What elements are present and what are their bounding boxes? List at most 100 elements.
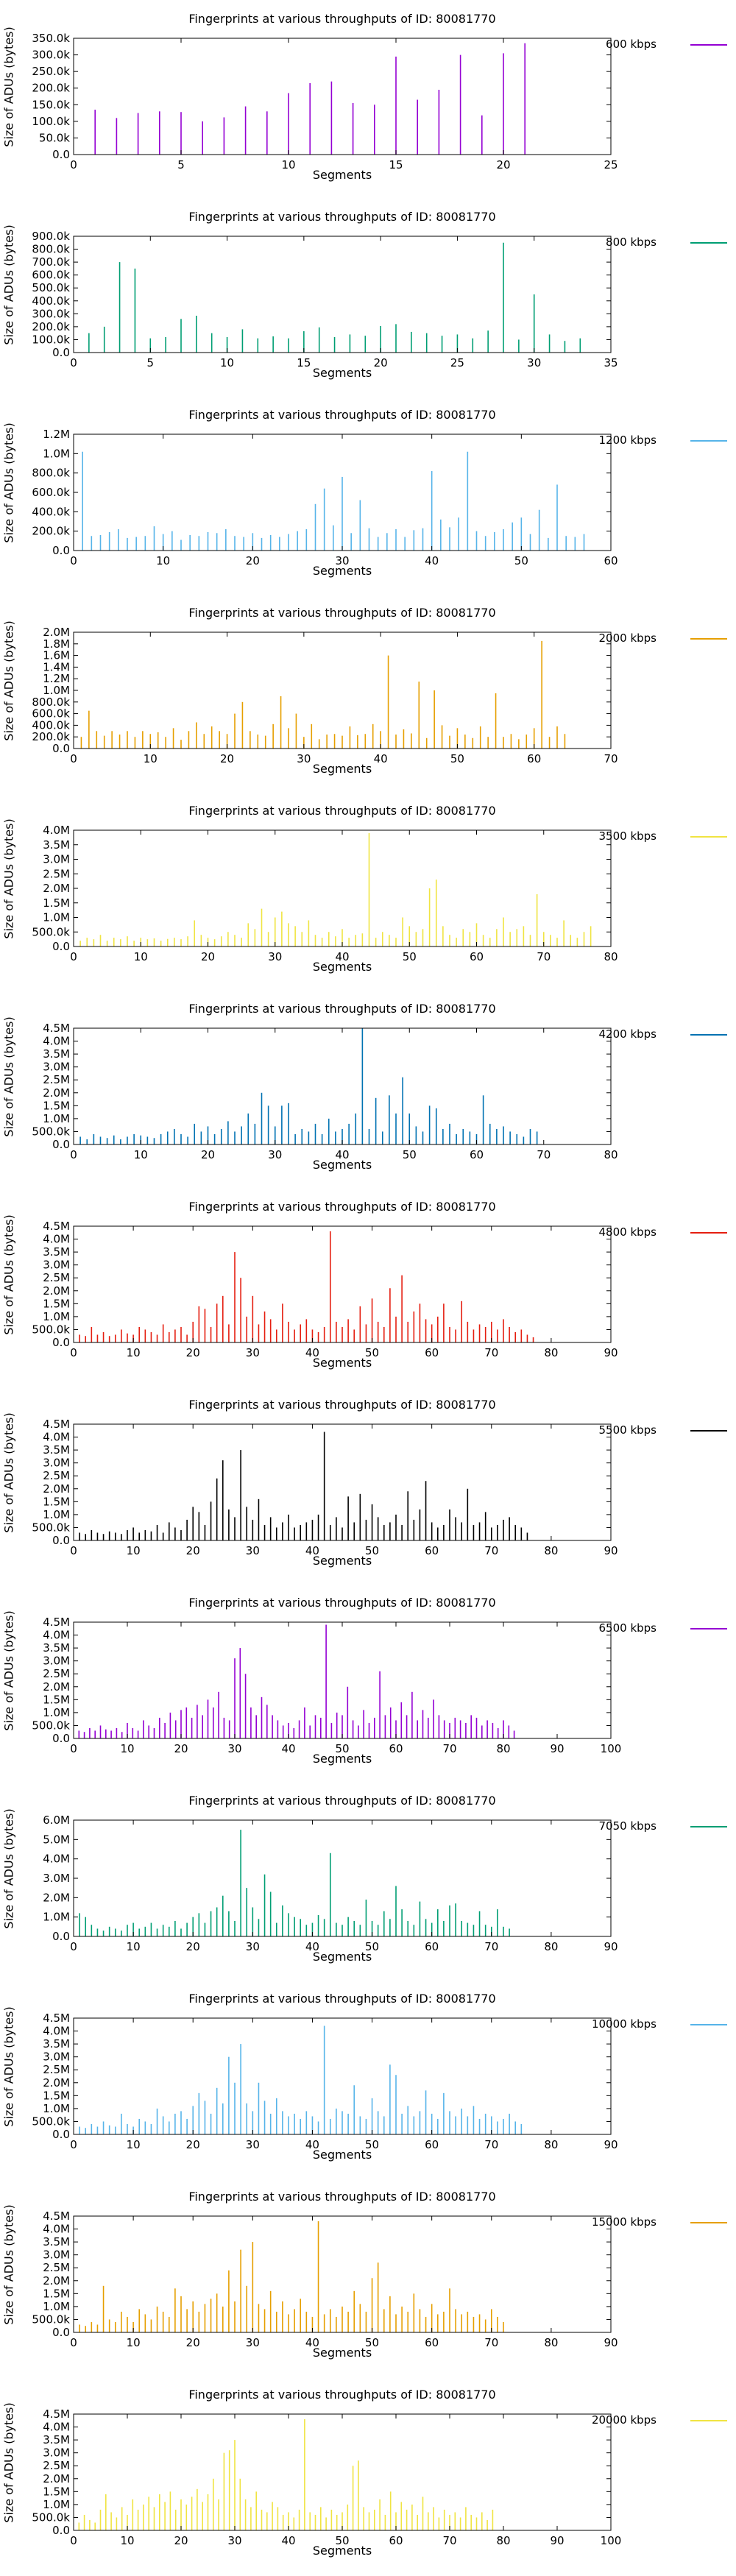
chart-panel: Fingerprints at various throughputs of I… (0, 792, 736, 990)
x-tick-label: 30 (268, 1148, 282, 1161)
chart-panel: Fingerprints at various throughputs of I… (0, 1188, 736, 1386)
y-tick-label: 2.5M (43, 1271, 70, 1284)
x-tick-label: 0 (70, 1544, 77, 1557)
x-tick-label: 80 (544, 1544, 558, 1557)
y-tick-label: 800.0k (32, 243, 70, 256)
y-tick-label: 2.0M (43, 1482, 70, 1496)
y-tick-label: 900.0k (32, 230, 70, 243)
x-tick-label: 50 (403, 950, 417, 963)
chart-panel: Fingerprints at various throughputs of I… (0, 0, 736, 198)
x-tick-label: 90 (604, 1940, 618, 1953)
chart-panel: Fingerprints at various throughputs of I… (0, 594, 736, 792)
chart-title: Fingerprints at various throughputs of I… (188, 408, 496, 422)
y-tick-label: 3.5M (43, 1047, 70, 1061)
x-tick-label: 25 (604, 158, 618, 171)
chart-plot: 0.0500.0k1.0M1.5M2.0M2.5M3.0M3.5M4.0M4.5… (32, 1220, 727, 1359)
x-tick-label: 90 (604, 1346, 618, 1359)
plot-frame (73, 1423, 612, 1541)
x-tick-label: 0 (70, 2138, 77, 2151)
y-tick-label: 3.5M (43, 1245, 70, 1259)
y-tick-label: 2.5M (43, 1073, 70, 1086)
x-tick-label: 0 (70, 752, 77, 765)
plot-frame (73, 2215, 612, 2333)
x-tick-label: 30 (227, 1742, 241, 1755)
y-tick-label: 2.0M (43, 1086, 70, 1100)
x-tick-label: 60 (425, 1940, 439, 1953)
x-tick-label: 10 (220, 356, 234, 369)
y-tick-label: 2.0M (43, 1284, 70, 1298)
chart-panel: Fingerprints at various throughputs of I… (0, 990, 736, 1188)
chart-plot: 0.0500.0k1.0M1.5M2.0M2.5M3.0M3.5M4.0M4.5… (32, 1022, 727, 1161)
x-tick-label: 30 (527, 356, 541, 369)
x-tick-label: 80 (544, 1940, 558, 1953)
y-tick-label: 1.0M (43, 684, 70, 697)
legend-label: 4800 kbps (598, 1225, 657, 1239)
x-tick-label: 0 (70, 158, 77, 171)
plot-frame (73, 236, 612, 353)
x-tick-label: 0 (70, 554, 77, 567)
x-axis-label: Segments (312, 1752, 372, 1766)
x-axis-label: Segments (312, 168, 372, 182)
x-tick-label: 50 (514, 554, 528, 567)
legend-label: 6500 kbps (598, 1621, 657, 1635)
plot-frame (73, 38, 612, 155)
y-tick-label: 2.5M (43, 2261, 70, 2274)
x-tick-label: 80 (496, 1742, 510, 1755)
x-tick-label: 50 (403, 1148, 417, 1161)
x-tick-label: 50 (365, 1544, 379, 1557)
y-tick-label: 4.5M (43, 2407, 70, 2421)
chart-panel: Fingerprints at various throughputs of I… (0, 1782, 736, 1980)
x-tick-label: 10 (127, 1940, 141, 1953)
chart-panel: Fingerprints at various throughputs of I… (0, 1386, 736, 1584)
chart-panel: Fingerprints at various throughputs of I… (0, 396, 736, 594)
chart-panel: Fingerprints at various throughputs of I… (0, 1980, 736, 2178)
y-tick-label: 3.0M (43, 2248, 70, 2262)
chart-title: Fingerprints at various throughputs of I… (188, 1200, 496, 1214)
chart-plot: 0.0 50.0k 100.0k 150.0k 200.0k 250.0k 300.0k 35… (32, 32, 727, 171)
x-tick-label: 10 (127, 1544, 141, 1557)
y-tick-label: 1.5M (43, 896, 70, 910)
x-tick-label: 40 (374, 752, 388, 765)
chart-title: Fingerprints at various throughputs of I… (188, 1596, 496, 1610)
chart-panel: Fingerprints at various throughputs of I… (0, 198, 736, 396)
x-tick-label: 60 (425, 2336, 439, 2349)
y-tick-label: 400.0k (32, 718, 70, 732)
y-tick-label: 1.5M (43, 1693, 70, 1706)
x-tick-label: 70 (604, 752, 618, 765)
x-axis-label: Segments (312, 366, 372, 380)
y-tick-label: 500.0k (32, 1521, 70, 1534)
y-tick-label: 150.0k (32, 98, 70, 111)
x-tick-label: 50 (365, 2336, 379, 2349)
x-tick-label: 10 (156, 554, 170, 567)
x-tick-label: 20 (174, 2534, 188, 2547)
x-tick-label: 60 (470, 950, 484, 963)
y-tick-label: 0.0 (52, 2524, 70, 2537)
plot-frame (73, 2017, 612, 2135)
x-tick-label: 40 (305, 2336, 319, 2349)
x-tick-label: 50 (450, 752, 464, 765)
y-tick-label: 3.5M (43, 2037, 70, 2050)
y-tick-label: 0.0 (52, 346, 70, 359)
x-tick-label: 30 (268, 950, 282, 963)
y-tick-label: 2.0M (43, 2076, 70, 2090)
x-tick-label: 20 (186, 1346, 200, 1359)
x-tick-label: 15 (297, 356, 311, 369)
plot-frame (73, 1225, 612, 1343)
legend-label: 1200 kbps (598, 434, 657, 447)
chart-title: Fingerprints at various throughputs of I… (188, 1398, 496, 1412)
x-tick-label: 90 (550, 1742, 564, 1755)
chart-plot: 0.0100.0k200.0k300.0k400.0k500.0k600.0k7… (32, 230, 727, 369)
x-tick-label: 70 (484, 2138, 498, 2151)
y-tick-label: 600.0k (32, 707, 70, 721)
x-tick-label: 40 (335, 950, 349, 963)
y-tick-label: 4.0M (43, 1431, 70, 1444)
y-tick-label: 3.5M (43, 1641, 70, 1655)
legend-label: 5500 kbps (598, 1423, 657, 1437)
y-tick-label: 2.0M (43, 882, 70, 895)
y-tick-label: 100.0k (32, 333, 70, 346)
x-tick-label: 10 (127, 2138, 141, 2151)
x-tick-label: 20 (186, 2138, 200, 2151)
chart-title: Fingerprints at various throughputs of I… (188, 2190, 496, 2204)
y-tick-label: 3.0M (43, 1872, 70, 1885)
x-tick-label: 40 (335, 1148, 349, 1161)
